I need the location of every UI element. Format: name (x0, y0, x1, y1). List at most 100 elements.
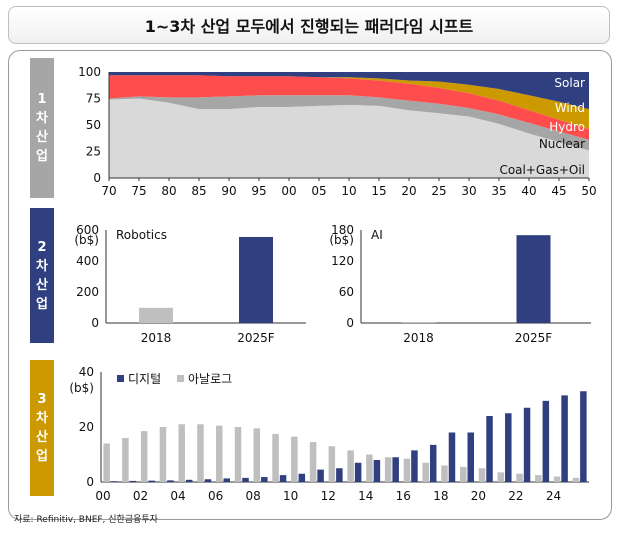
bar-2018 (401, 321, 436, 323)
bar-digital (298, 473, 306, 482)
content-frame (8, 50, 612, 520)
y-tick-label: 0 (346, 316, 354, 330)
bar-digital (580, 391, 587, 482)
bar-digital (411, 450, 418, 482)
y-tick-label: 50 (86, 118, 101, 132)
bar-digital (110, 481, 118, 482)
chart-title: AI (371, 228, 383, 242)
x-tick-label: 90 (221, 184, 236, 198)
bar-digital (373, 460, 381, 482)
bar-analog (441, 465, 448, 482)
section-label-char: 산 (36, 430, 48, 445)
bar-analog (291, 436, 298, 482)
x-tick-label: 04 (170, 489, 185, 503)
bar-analog (384, 457, 392, 482)
x-tick-label: 10 (283, 489, 298, 503)
bar-digital (561, 395, 568, 482)
y-tick-label: 0 (91, 316, 99, 330)
y-axis-unit: (b$) (69, 381, 94, 395)
area-series-solar (109, 72, 589, 110)
legend-label-analog: 아날로그 (188, 372, 232, 386)
section-label-char: 3 (37, 392, 47, 407)
legend-label-solar: Solar (554, 76, 585, 90)
x-tick-label: 24 (546, 489, 561, 503)
legend-label-wind: Wind (555, 101, 585, 115)
bar-analog (309, 442, 317, 482)
robotics-bar-chart: 0 200 400 600(b$) Robotics 2018 2025F (74, 223, 306, 345)
bar-digital (505, 413, 512, 482)
legend-label-hydro: Hydro (549, 120, 585, 134)
y-axis-unit: (b$) (329, 233, 354, 247)
x-tick-label: 2025F (237, 331, 275, 345)
x-tick-label: 14 (358, 489, 373, 503)
bar-digital (223, 478, 230, 482)
bar-digital (317, 469, 324, 482)
bar-digital (354, 462, 362, 482)
bar-analog (328, 446, 336, 482)
bar-digital (542, 400, 550, 482)
x-tick-label: 45 (551, 184, 566, 198)
section-label-char: 차 (36, 258, 48, 274)
legend-label-nuclear: Nuclear (539, 137, 585, 151)
x-tick-label: 08 (246, 489, 261, 503)
y-tick-label: 100 (78, 65, 101, 79)
bar-analog (403, 458, 411, 482)
bar-analog (178, 424, 185, 482)
section-label-char: 업 (36, 449, 48, 464)
x-tick-label: 05 (311, 184, 326, 198)
bar-digital (392, 457, 399, 482)
bar-digital (185, 479, 193, 482)
bar-digital (448, 432, 456, 482)
bar-analog (478, 468, 486, 482)
bar-digital (467, 432, 474, 482)
y-tick-label: 20 (79, 420, 94, 434)
section-label-char: 차 (36, 111, 48, 126)
chart-title: Robotics (116, 228, 167, 242)
source-note: 자료: Refinitiv, BNEF, 신한금융투자 (14, 515, 158, 525)
x-tick-label: 50 (581, 184, 596, 198)
area-series-hydro (109, 75, 589, 140)
x-tick-label: 2018 (141, 331, 172, 345)
y-tick-label: 0 (93, 171, 101, 185)
x-tick-label: 16 (396, 489, 411, 503)
section-label-char: 2 (37, 239, 47, 255)
x-tick-label: 02 (133, 489, 148, 503)
x-tick-label: 70 (101, 184, 116, 198)
bar-digital (486, 416, 493, 482)
x-tick-label: 00 (95, 489, 110, 503)
x-tick-label: 22 (508, 489, 523, 503)
bar-digital (336, 468, 343, 482)
y-axis-unit: (b$) (74, 233, 99, 247)
bar-analog (197, 424, 204, 482)
area-series-wind (109, 75, 589, 130)
bar-analog (216, 425, 223, 482)
area-series-coal-gas-oil (109, 98, 589, 178)
area-series-nuclear (109, 95, 589, 151)
x-tick-label: 40 (521, 184, 536, 198)
x-tick-label: 20 (401, 184, 416, 198)
page-title: 1~3차 산업 모두에서 진행되는 패러다임 시프트 (8, 6, 610, 44)
x-tick-label: 15 (371, 184, 386, 198)
bar-digital (204, 479, 212, 482)
bar-analog (253, 428, 261, 482)
x-tick-label: 18 (433, 489, 448, 503)
x-tick-label: 2018 (403, 331, 434, 345)
bar-analog (234, 427, 242, 482)
x-tick-label: 00 (281, 184, 296, 198)
section-label-char: 차 (36, 411, 48, 426)
ai-bar-chart: 0 60 120 180(b$) AI 2018 2025F (329, 223, 591, 345)
section-label-char: 산 (36, 277, 48, 293)
x-tick-label: 80 (161, 184, 176, 198)
bar-digital (148, 480, 155, 482)
x-tick-label: 10 (341, 184, 356, 198)
y-tick-label: 180 (331, 223, 354, 237)
energy-mix-area-chart: 0 25 50 75 100 70 75 80 85 90 95 00 05 10 15 20 25 30 35 40… (78, 65, 597, 198)
section-label-char: 1 (37, 92, 47, 107)
x-tick-label: 30 (461, 184, 476, 198)
bar-2018 (139, 307, 173, 323)
legend-swatch-digital (117, 375, 124, 382)
section-label-char: 업 (36, 296, 48, 312)
